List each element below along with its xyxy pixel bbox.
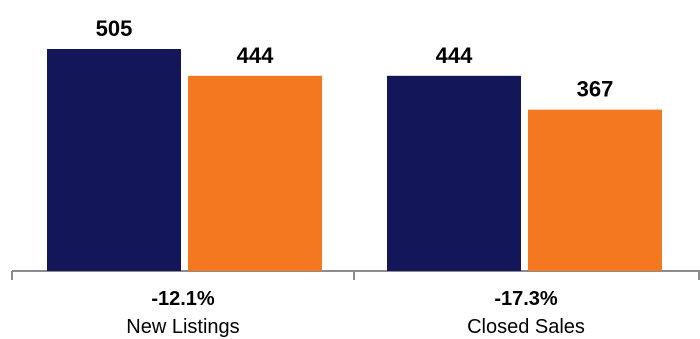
bar-0-0 [47,49,181,271]
category-label-1: Closed Sales [467,316,585,338]
data-label-1-1: 367 [577,77,614,102]
percent-change-label-0: -12.1% [151,288,215,310]
data-label-1-0: 444 [436,43,473,68]
bar-0-1 [188,75,322,271]
data-label-0-0: 505 [96,16,133,41]
bar-1-1 [528,109,662,271]
bar-1-0 [387,75,521,271]
category-label-0: New Listings [126,316,239,338]
chart-marks [47,49,662,271]
chart-labels: 505 444 -12.1% New Listings 444 367 -17.3% Clos… [96,16,614,338]
data-label-0-1: 444 [237,43,274,68]
percent-change-label-1: -17.3% [494,288,558,310]
